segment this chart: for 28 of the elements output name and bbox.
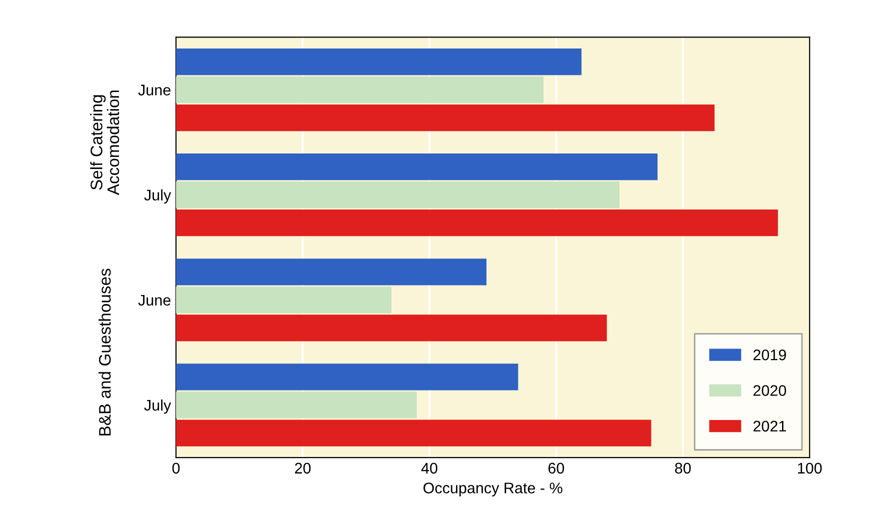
text: B&B and Guesthouses — [98, 268, 111, 436]
x-tick-label: 100 — [798, 462, 822, 474]
legend-label: 2019 — [753, 350, 786, 360]
bar — [176, 182, 620, 208]
x-tick-label: 20 — [294, 462, 311, 474]
y-tick-label: June — [138, 84, 170, 96]
bar — [176, 48, 582, 76]
bar — [176, 392, 417, 418]
y-tick-label: July — [144, 399, 172, 414]
bar — [176, 364, 518, 390]
y-tick-label: July — [144, 189, 172, 204]
bar — [176, 420, 652, 446]
legend-label: 2020 — [753, 385, 786, 396]
legend-label: 2021 — [753, 420, 786, 432]
x-axis-title: Occupancy Rate - % — [423, 482, 562, 496]
bar — [176, 258, 486, 286]
bar — [176, 286, 392, 314]
text: Self Catering Accomodation — [90, 90, 120, 196]
y-tick-label: June — [138, 294, 170, 306]
bar — [176, 210, 778, 236]
x-tick-label: 40 — [421, 462, 438, 474]
x-tick-label: 0 — [172, 462, 180, 474]
x-tick-label: 60 — [548, 462, 564, 474]
bar — [176, 154, 658, 180]
bar — [176, 76, 544, 104]
bar — [176, 104, 715, 132]
x-tick-label: 80 — [675, 462, 691, 474]
bar — [176, 314, 607, 342]
